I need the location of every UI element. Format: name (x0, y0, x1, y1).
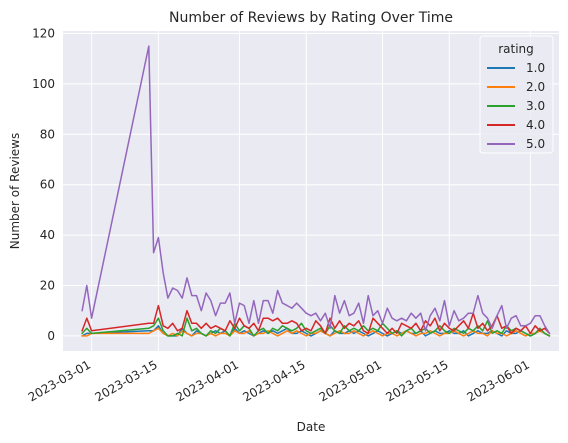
legend-box (479, 35, 554, 154)
x-tick-label: 2023-05-15 (383, 357, 450, 404)
legend-entry-label: 5.0 (526, 137, 545, 151)
legend-title: rating (498, 42, 534, 56)
y-tick-label: 20 (40, 278, 55, 292)
x-tick-label: 2023-03-01 (26, 357, 93, 404)
y-tick-label: 0 (47, 329, 55, 343)
chart-title: Number of Reviews by Rating Over Time (169, 10, 453, 26)
y-tick-label: 80 (40, 127, 55, 141)
legend-entry-label: 4.0 (526, 118, 545, 132)
x-axis-label: Date (297, 420, 326, 434)
x-tick-label: 2023-04-15 (240, 357, 307, 404)
y-tick-label: 60 (40, 178, 55, 192)
legend-entry-label: 1.0 (526, 61, 545, 75)
x-tick-label: 2023-04-01 (174, 357, 241, 404)
x-tick-label: 2023-06-01 (464, 357, 531, 404)
legend: rating 1.0 2.0 3.0 4.0 5.0 (479, 35, 554, 154)
y-tick-labels: 0 20 40 60 80 100 120 (32, 27, 55, 343)
series-layer (81, 45, 551, 337)
series-line-4-0 (81, 304, 551, 335)
y-axis-label: Number of Reviews (8, 133, 22, 249)
y-tick-label: 40 (40, 228, 55, 242)
legend-entry-label: 3.0 (526, 99, 545, 113)
x-tick-label: 2023-03-15 (92, 357, 159, 404)
legend-entry-label: 2.0 (526, 80, 545, 94)
series-line-5-0 (81, 45, 551, 335)
x-tick-labels: 2023-03-01 2023-03-15 2023-04-01 2023-04-15… (26, 357, 532, 404)
x-tick-label: 2023-05-01 (317, 357, 384, 404)
grid (63, 31, 559, 351)
y-tick-label: 100 (32, 77, 55, 91)
series-line-3-0 (81, 317, 551, 337)
y-tick-label: 120 (32, 27, 55, 41)
legend-items: 1.0 2.0 3.0 4.0 5.0 (487, 61, 545, 151)
